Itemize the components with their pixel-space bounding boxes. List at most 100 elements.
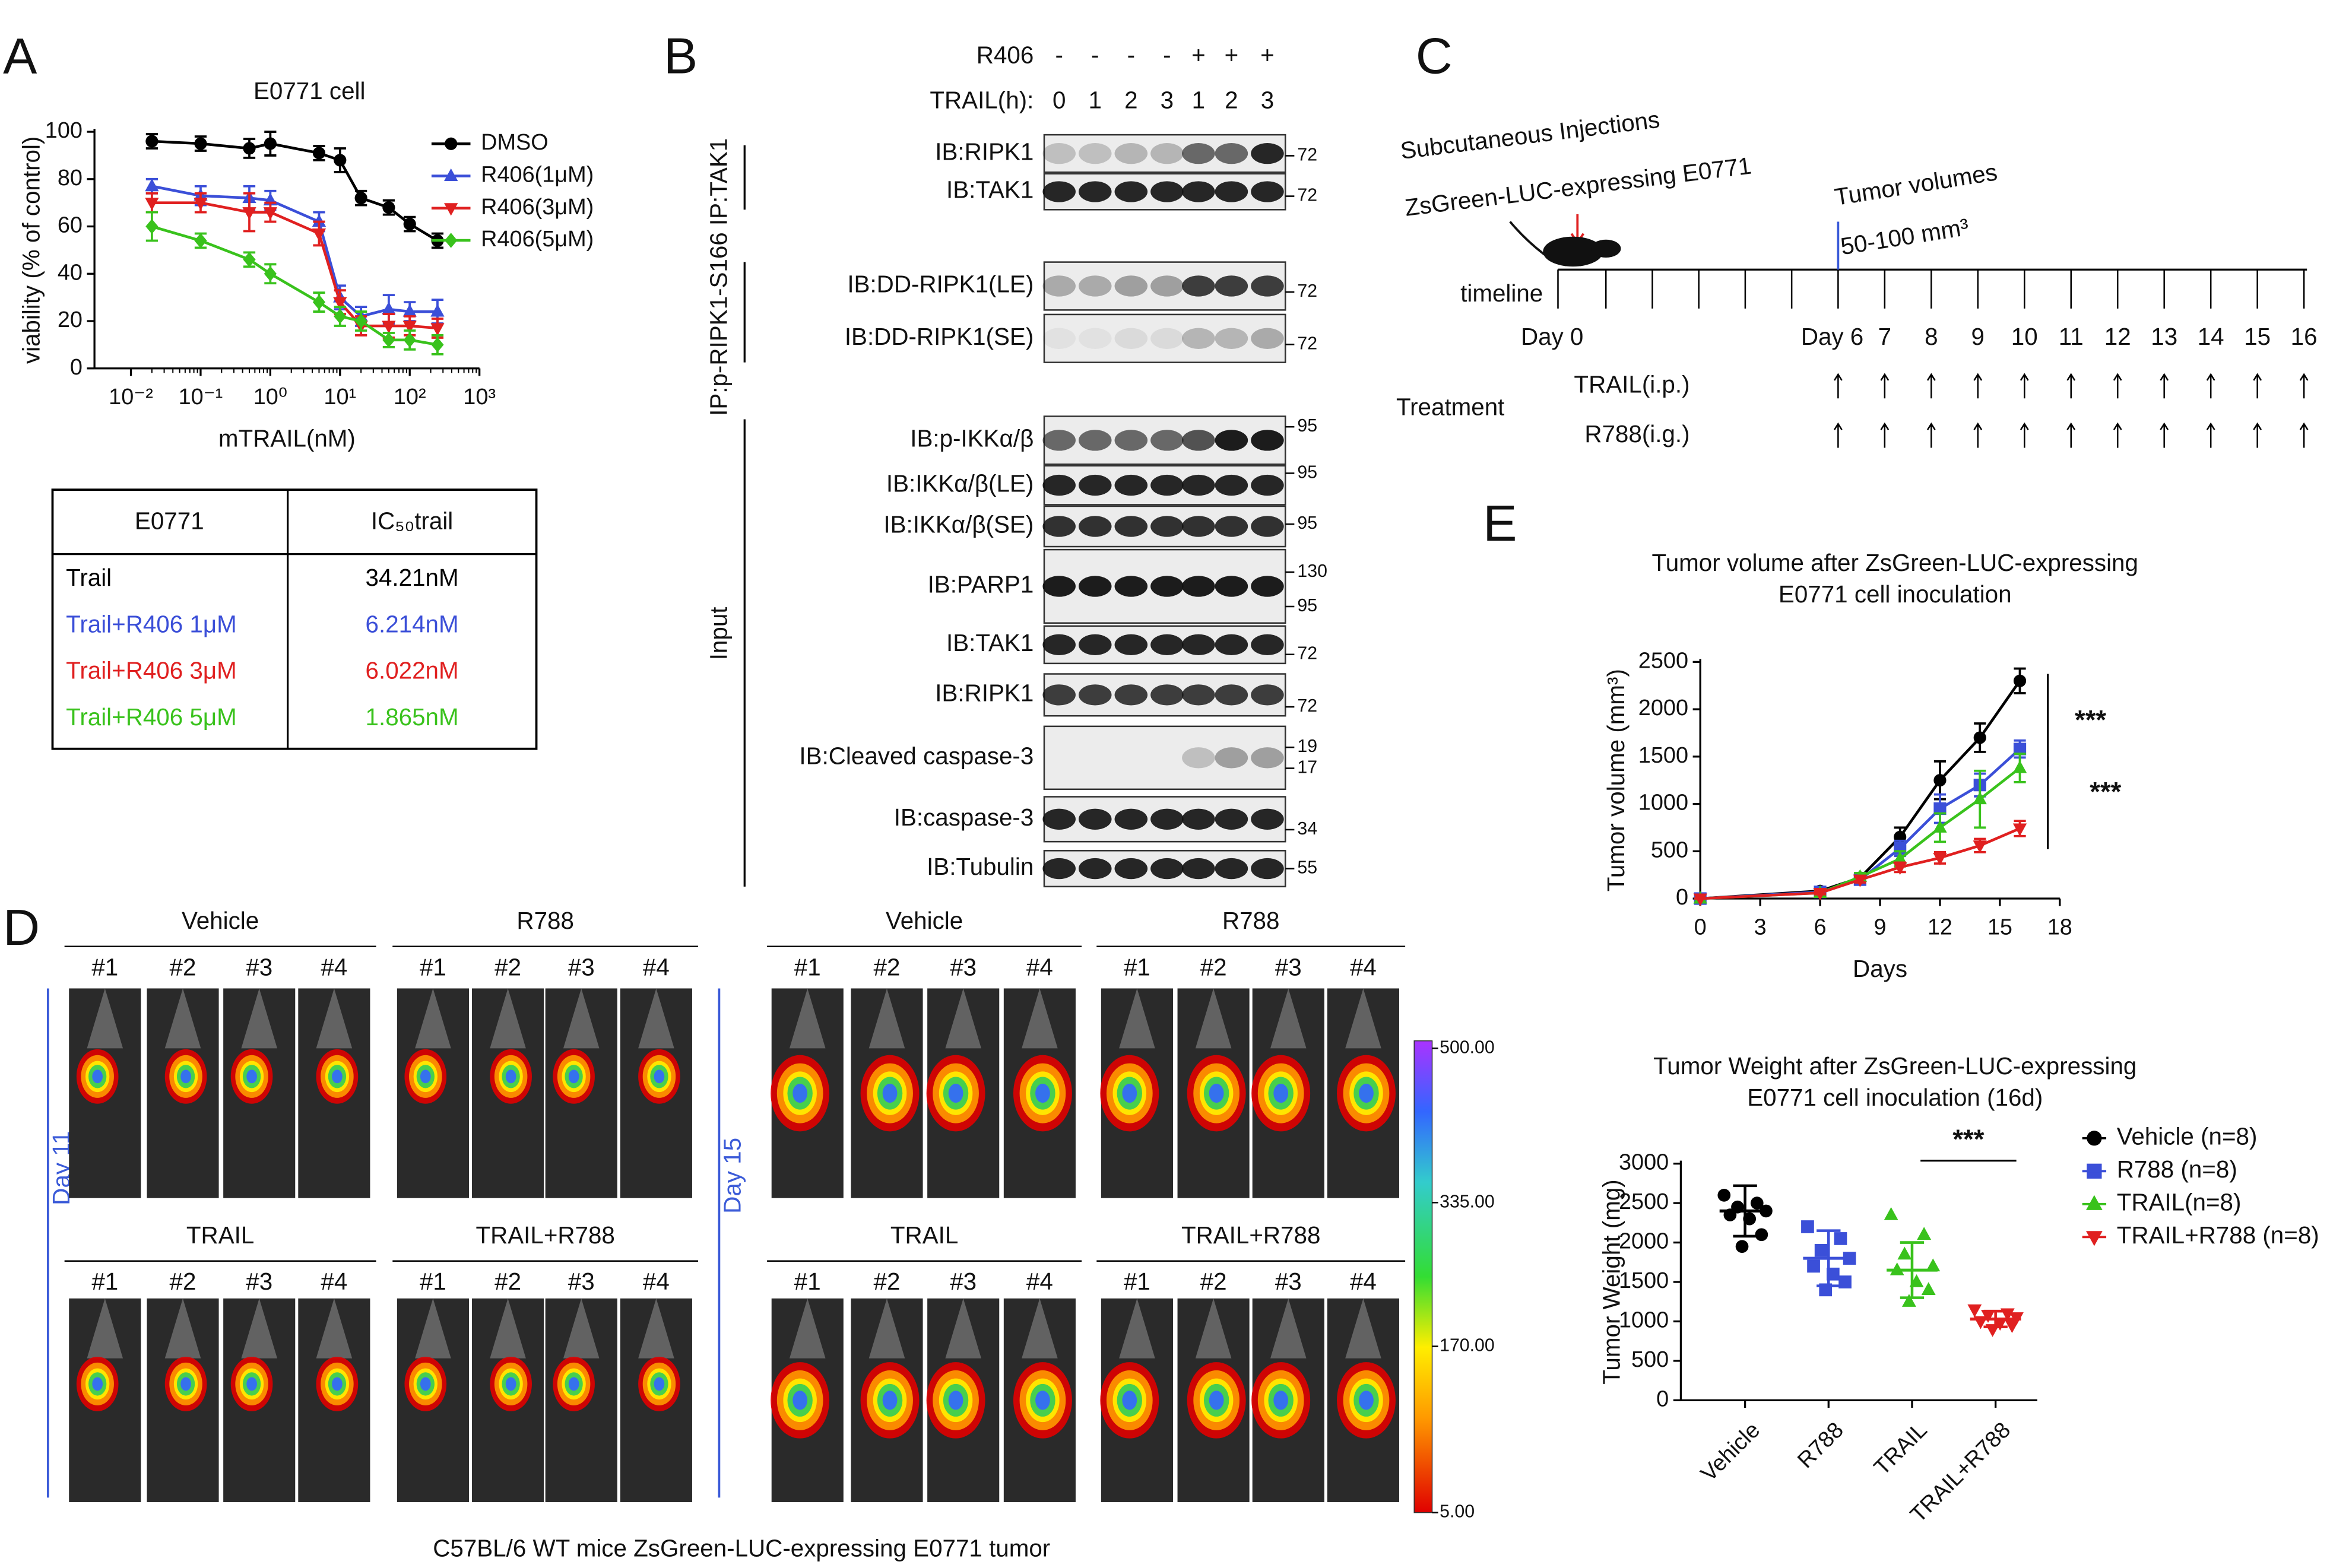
- blot-band: [1251, 747, 1284, 769]
- blot-band: [1182, 747, 1215, 769]
- data-point: [402, 304, 417, 317]
- data-point: [1967, 1304, 1982, 1318]
- blot-band: [1251, 576, 1284, 597]
- mouse-label: #4: [1350, 953, 1377, 980]
- blot-band: [1215, 430, 1248, 451]
- dose-arrow: [2299, 422, 2309, 448]
- group-label: TRAIL+R788: [475, 1221, 614, 1249]
- mw-label: 95: [1297, 416, 1317, 436]
- blot-band: [1114, 430, 1148, 451]
- cone: [490, 988, 526, 1049]
- tumor-signal: [1209, 1084, 1224, 1103]
- data-point: [2013, 674, 2027, 687]
- y-tick-label: 60: [58, 213, 83, 238]
- blot-band: [1042, 275, 1076, 297]
- mouse-label: #4: [321, 1268, 347, 1295]
- mouse-label: #3: [950, 953, 977, 980]
- x-tick-label: Vehicle: [1696, 1418, 1765, 1487]
- tumor-signal: [1035, 1391, 1050, 1410]
- data-point: [263, 207, 278, 220]
- cone: [1119, 1298, 1155, 1358]
- colorbar-label: 5.00: [1440, 1502, 1475, 1522]
- cone: [789, 988, 826, 1049]
- cone: [868, 1298, 905, 1358]
- cone: [415, 988, 451, 1049]
- data-point: [145, 198, 159, 211]
- tumor-signal: [948, 1084, 963, 1103]
- mouse-label: #2: [1200, 1268, 1227, 1295]
- data-point: [431, 337, 444, 353]
- dose-arrow: [1833, 422, 1843, 448]
- y-axis-label: Tumor volume (mm³): [1602, 669, 1630, 891]
- y-tick-label: 1000: [1619, 1307, 1669, 1332]
- mouse-label: #1: [794, 953, 821, 980]
- blot-band: [1215, 474, 1248, 496]
- dose-arrow: [2020, 422, 2029, 448]
- series-line: [151, 185, 438, 318]
- condition-label: TRAIL(h):: [930, 86, 1034, 113]
- caption: C57BL/6 WT mice ZsGreen-LUC-expressing E…: [433, 1534, 1050, 1561]
- mouse-tail: [1509, 221, 1545, 256]
- mouse-label: #1: [91, 953, 118, 980]
- mw-label: 19: [1297, 737, 1317, 756]
- day-label: 7: [1878, 323, 1891, 350]
- mouse-label: #2: [874, 1268, 901, 1295]
- y-tick-label: 3000: [1619, 1150, 1669, 1175]
- treatment-label: Treatment: [1396, 393, 1504, 421]
- panel-label: A: [3, 28, 37, 85]
- blot-band: [1114, 328, 1148, 349]
- data-point: [243, 252, 256, 268]
- data-point: [430, 304, 445, 317]
- tumor-signal: [332, 1069, 343, 1084]
- tumor-signal: [1359, 1084, 1374, 1103]
- data-point: [312, 228, 326, 242]
- blot-band: [1042, 634, 1076, 655]
- blot-band: [1114, 181, 1148, 202]
- blot-band: [1182, 684, 1215, 706]
- dose-arrow: [2206, 373, 2215, 399]
- mouse-label: #2: [494, 953, 521, 980]
- blot-band: [1182, 634, 1215, 655]
- cone: [241, 988, 277, 1049]
- data-point: [194, 233, 207, 249]
- tumor-signal: [180, 1069, 191, 1084]
- group-label: TRAIL: [186, 1221, 254, 1249]
- dose-arrow: [1926, 373, 1936, 399]
- lane-label: +: [1191, 42, 1206, 69]
- y-tick-label: 2000: [1619, 1229, 1669, 1254]
- day-label: 8: [1925, 323, 1938, 350]
- blot-band: [1079, 474, 1112, 496]
- panel-label: C: [1416, 28, 1453, 85]
- data-point: [382, 201, 395, 214]
- series-line: [151, 139, 439, 242]
- x-tick-label: R788: [1793, 1418, 1849, 1474]
- blot-band: [1042, 684, 1076, 706]
- blot-band: [1042, 430, 1076, 451]
- blot-band: [1042, 328, 1076, 349]
- blot-band: [1251, 634, 1284, 655]
- x-tick-label: 12: [1928, 915, 1952, 940]
- mw-label: 95: [1297, 596, 1317, 615]
- dose-arrow: [2066, 373, 2076, 399]
- y-tick-label: 500: [1651, 837, 1688, 862]
- cone: [868, 988, 905, 1049]
- y-tick-label: 40: [58, 260, 83, 285]
- cone: [789, 1298, 826, 1358]
- table-cell: Trail: [66, 564, 112, 591]
- blot-label: IB:Cleaved caspase-3: [799, 742, 1034, 770]
- blot-band: [1215, 328, 1248, 349]
- y-tick-label: 1500: [1638, 743, 1688, 768]
- blot-band: [1150, 634, 1184, 655]
- x-tick-label: 3: [1754, 915, 1767, 940]
- tumor-signal: [1035, 1084, 1050, 1103]
- data-point: [145, 135, 158, 148]
- day-label: 10: [2011, 323, 2038, 350]
- annotation: ***: [2090, 776, 2121, 807]
- table-cell: 6.214nM: [366, 610, 459, 637]
- mw-label: 55: [1297, 858, 1317, 878]
- x-tick-label: 0: [1694, 915, 1707, 940]
- mouse-body: [1543, 236, 1603, 267]
- blot-band: [1182, 275, 1215, 297]
- cone: [1195, 988, 1232, 1049]
- x-tick-label: 18: [2047, 915, 2072, 940]
